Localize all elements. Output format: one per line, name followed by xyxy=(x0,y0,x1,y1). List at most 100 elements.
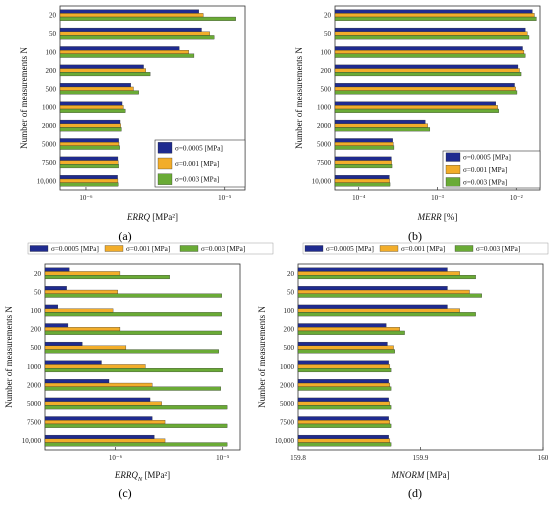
bar-c-s3-9 xyxy=(44,442,228,447)
y-tick-label: 500 xyxy=(46,85,57,93)
bar-d-s1-7 xyxy=(297,397,389,402)
y-tick-label: 7500 xyxy=(42,159,57,167)
bar-b-s1-5 xyxy=(334,101,496,106)
bar-b-s3-6 xyxy=(334,127,431,132)
x-tick-label: 10⁻³ xyxy=(431,194,444,202)
bar-a-s1-1 xyxy=(59,27,202,32)
bar-c-s3-0 xyxy=(44,275,170,280)
bar-d-s2-5 xyxy=(297,364,391,369)
bar-b-s2-2 xyxy=(334,50,525,54)
bar-d-s1-2 xyxy=(297,304,448,309)
bar-b-s1-4 xyxy=(334,83,515,88)
bar-a-s3-8 xyxy=(59,164,119,169)
bar-c-s1-1 xyxy=(44,286,67,291)
x-axis-label: ERRQN [MPa²] xyxy=(114,470,170,483)
legend-label-2: σ=0.001 [MPa] xyxy=(175,160,219,168)
legend-swatch-1 xyxy=(304,245,324,252)
bar-c-s1-6 xyxy=(44,379,110,384)
chart-panel-c: 10⁻⁶ 10⁻⁵ 20 50 100 200 500 1000 2000 5000 7500 10,… xyxy=(4,242,274,500)
bar-c-s2-3 xyxy=(44,327,121,332)
legend-label-2: σ=0.001 [MPa] xyxy=(126,245,170,253)
bar-d-s1-5 xyxy=(297,360,389,365)
bar-a-s2-6 xyxy=(59,123,121,128)
legend-swatch-3 xyxy=(445,177,461,187)
bar-b-s3-1 xyxy=(334,35,530,40)
legend-label-2: σ=0.001 [MPa] xyxy=(401,245,445,253)
legend-c: σ=0.0005 [MPa] σ=0.001 [MPa] σ=0.003 [MPa] xyxy=(27,242,274,255)
y-tick-label: 200 xyxy=(284,326,295,334)
legend-label-1: σ=0.0005 [MPa] xyxy=(326,245,374,253)
y-axis-label: Number of measurements N xyxy=(19,47,29,149)
x-tick-label: 159.8 xyxy=(290,454,306,462)
chart-panel-d: 159.8 159.9 160 20 50 100 200 500 1000 2000 5000 75… xyxy=(257,242,549,500)
bar-c-s3-6 xyxy=(44,386,221,391)
bar-b-s3-9 xyxy=(334,182,391,187)
bar-d-s3-1 xyxy=(297,293,482,298)
legend-box xyxy=(27,242,274,255)
panel-label-b: (b) xyxy=(408,229,422,243)
y-tick-label: 5000 xyxy=(280,400,295,408)
bar-c-s2-0 xyxy=(44,271,121,276)
bar-d-s3-3 xyxy=(297,330,405,335)
bar-c-s1-0 xyxy=(44,267,70,272)
bar-c-s2-1 xyxy=(44,289,118,294)
bar-c-s1-5 xyxy=(44,360,102,365)
bar-a-s2-1 xyxy=(59,31,210,36)
bar-d-s1-8 xyxy=(297,416,389,421)
bar-c-s1-4 xyxy=(44,341,83,346)
bar-d-s3-4 xyxy=(297,349,395,354)
bar-c-s2-9 xyxy=(44,438,166,443)
bar-d-s3-9 xyxy=(297,442,392,447)
x-axis-label: MERR [%] xyxy=(417,212,458,222)
x-tick-label: 10⁻² xyxy=(510,194,523,202)
x-tick-label: 10⁻⁴ xyxy=(352,194,366,202)
y-tick-label: 50 xyxy=(324,30,332,38)
y-tick-label: 200 xyxy=(46,67,57,75)
bar-d-s2-9 xyxy=(297,438,391,443)
legend-label-2: σ=0.001 [MPa] xyxy=(463,166,507,174)
bar-c-s2-2 xyxy=(44,308,114,313)
legend-swatch-3 xyxy=(157,173,173,185)
bar-c-s1-3 xyxy=(44,323,69,328)
bar-a-s3-5 xyxy=(59,108,126,113)
bar-c-s3-8 xyxy=(44,423,228,428)
y-tick-label: 500 xyxy=(284,344,295,352)
bar-d-s2-4 xyxy=(297,345,394,350)
y-tick-label: 5000 xyxy=(42,141,57,149)
y-tick-label: 200 xyxy=(321,67,332,75)
bar-c-s3-3 xyxy=(44,330,222,335)
y-tick-label: 10,000 xyxy=(275,437,295,445)
y-tick-label: 10,000 xyxy=(22,437,42,445)
legend-b: σ=0.0005 [MPa] σ=0.001 [MPa] σ=0.003 [MPa] xyxy=(442,150,541,189)
bar-a-s1-6 xyxy=(59,119,121,124)
bar-b-s1-2 xyxy=(334,46,523,51)
bar-b-s2-9 xyxy=(334,178,390,183)
bar-b-s3-7 xyxy=(334,145,395,150)
bar-c-s2-4 xyxy=(44,345,127,350)
y-tick-label: 1000 xyxy=(280,363,295,371)
x-tick-label: 10⁻⁶ xyxy=(79,194,93,202)
bar-d-s1-3 xyxy=(297,323,387,328)
bar-a-s1-5 xyxy=(59,101,123,106)
bar-d-s2-0 xyxy=(297,271,460,276)
bar-c-s3-5 xyxy=(44,368,223,373)
bar-a-s2-9 xyxy=(59,178,119,183)
bar-b-s1-9 xyxy=(334,175,390,180)
bar-d-s2-1 xyxy=(297,289,470,294)
bar-b-s2-6 xyxy=(334,123,428,128)
y-tick-label: 100 xyxy=(321,49,332,57)
legend-label-3: σ=0.003 [MPa] xyxy=(175,176,219,184)
y-tick-label: 100 xyxy=(284,307,295,315)
legend-a: σ=0.0005 [MPa] σ=0.001 [MPa] σ=0.003 [MPa] xyxy=(154,139,246,188)
bar-c-s3-7 xyxy=(44,405,228,410)
bar-a-s1-9 xyxy=(59,175,118,180)
legend-label-3: σ=0.003 [MPa] xyxy=(476,245,520,253)
x-tick-label: 10⁻⁵ xyxy=(218,194,232,202)
bar-d-s3-5 xyxy=(297,368,392,373)
y-tick-label: 20 xyxy=(34,270,42,278)
bar-b-s3-0 xyxy=(334,16,537,21)
bar-c-s2-6 xyxy=(44,382,153,387)
bar-a-s3-3 xyxy=(59,72,151,77)
y-tick-label: 100 xyxy=(31,307,42,315)
